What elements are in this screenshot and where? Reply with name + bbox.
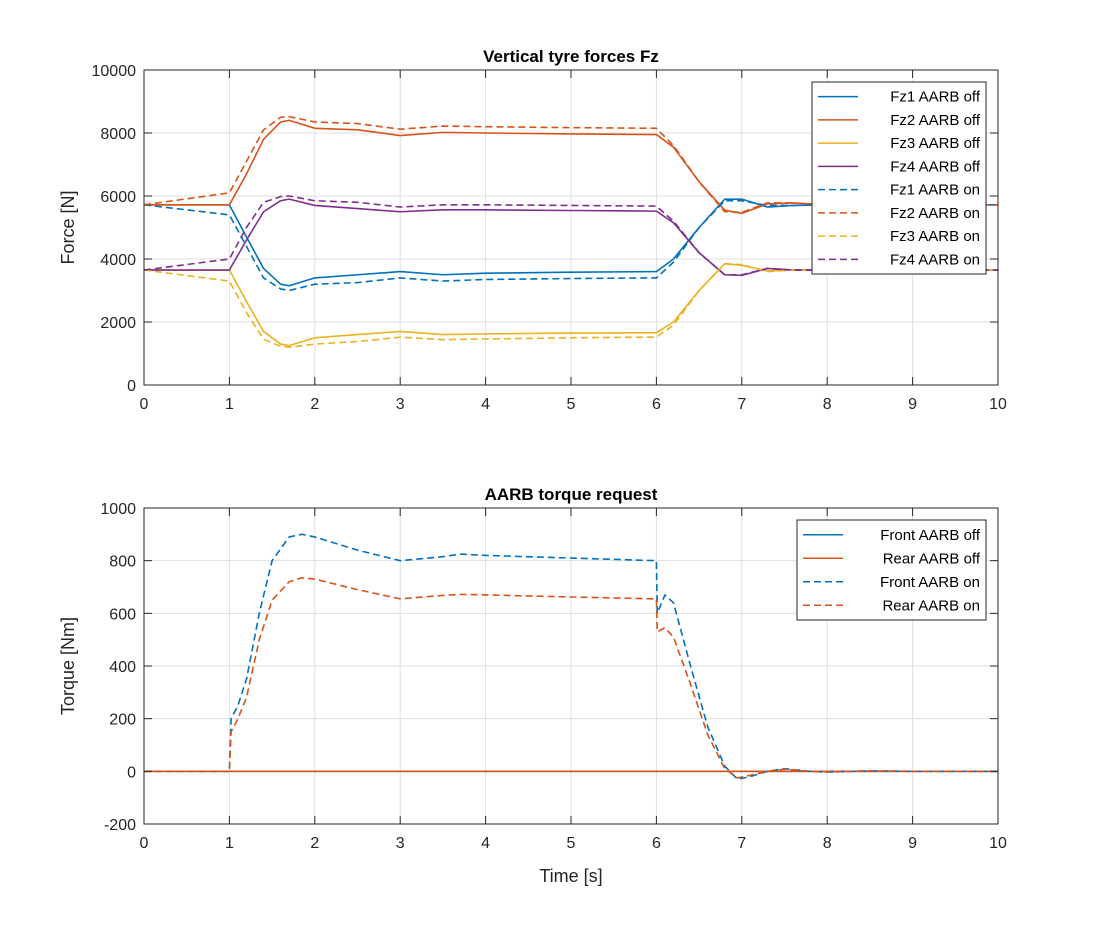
legend-label: Fz1 AARB on [890, 182, 980, 199]
x-tick-label: 4 [481, 835, 490, 852]
x-tick-label: 4 [481, 396, 490, 413]
x-tick-label: 5 [567, 396, 576, 413]
series-line-6 [144, 115, 998, 214]
legend-label: Fz2 AARB off [890, 112, 981, 129]
legend: Fz1 AARB off Fz2 AARB off Fz3 AARB off Fz4 … [811, 81, 987, 275]
x-tick-label: 7 [737, 835, 746, 852]
y-tick-label: 10000 [92, 63, 137, 80]
y-tick-label: 4000 [100, 252, 136, 269]
x-tick-label: 1 [225, 396, 234, 413]
x-tick-label: 7 [737, 396, 746, 413]
legend-label: Rear AARB on [882, 597, 980, 614]
legend: Front AARB off Rear AARB off Front AARB on… [796, 519, 987, 621]
y-tick-label: 0 [127, 378, 136, 395]
y-tick-label: 600 [109, 606, 136, 623]
series-line-8 [144, 195, 998, 276]
y-tick-label: 1000 [100, 501, 136, 518]
y-axis-label: Force [N] [58, 190, 78, 264]
series-line-3 [144, 533, 998, 781]
y-tick-label: 400 [109, 659, 136, 676]
legend-label: Fz3 AARB off [890, 135, 981, 152]
x-tick-label: 5 [567, 835, 576, 852]
legend-label: Front AARB off [880, 527, 981, 544]
series-line-7 [144, 262, 998, 349]
legend-label: Rear AARB off [883, 550, 981, 567]
x-tick-label: 2 [310, 835, 319, 852]
legend-box [796, 519, 987, 621]
x-tick-label: 1 [225, 835, 234, 852]
y-tick-label: 8000 [100, 126, 136, 143]
legend-label: Front AARB on [880, 574, 980, 591]
chart-title: Vertical tyre forces Fz [483, 47, 659, 66]
y-tick-label: -200 [104, 817, 136, 834]
series-line-1 [144, 198, 998, 287]
y-tick-label: 2000 [100, 315, 136, 332]
x-tick-label: 0 [140, 835, 149, 852]
y-tick-label: 0 [127, 764, 136, 781]
legend-label: Fz3 AARB on [890, 228, 980, 245]
x-tick-label: 6 [652, 835, 661, 852]
series-line-4 [144, 198, 998, 277]
y-tick-label: 800 [109, 554, 136, 571]
x-tick-label: 8 [823, 835, 832, 852]
series-line-4 [144, 576, 998, 779]
x-tick-label: 3 [396, 396, 405, 413]
chart-title: AARB torque request [485, 485, 658, 504]
legend-box [811, 81, 987, 275]
x-tick-label: 10 [989, 396, 1007, 413]
y-axis-label: Torque [Nm] [58, 617, 78, 715]
y-tick-label: 200 [109, 712, 136, 729]
x-tick-label: 2 [310, 396, 319, 413]
x-tick-label: 6 [652, 396, 661, 413]
legend-label: Fz1 AARB off [890, 89, 981, 106]
series-line-5 [144, 199, 998, 292]
x-tick-label: 0 [140, 396, 149, 413]
x-axis-label: Time [s] [539, 866, 602, 886]
x-tick-label: 8 [823, 396, 832, 413]
force-chart: 0 1 2 3 4 5 6 7 8 9 10 0 2000 4000 6000 8000 10000 Vertic… [58, 47, 1007, 413]
x-tick-label: 10 [989, 835, 1007, 852]
x-tick-label: 9 [908, 396, 917, 413]
legend-label: Fz2 AARB on [890, 205, 980, 222]
x-tick-label: 9 [908, 835, 917, 852]
y-tick-label: 6000 [100, 189, 136, 206]
legend-label: Fz4 AARB off [890, 158, 981, 175]
x-tick-label: 3 [396, 835, 405, 852]
legend-label: Fz4 AARB on [890, 251, 980, 268]
